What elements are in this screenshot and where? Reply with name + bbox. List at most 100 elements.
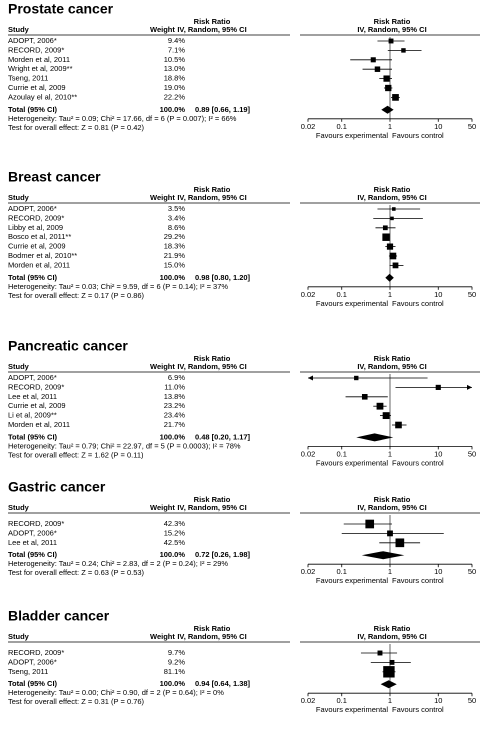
study-weight: 42.5% — [164, 538, 186, 547]
header: Risk Ratio — [374, 495, 411, 504]
panel-title: Pancreatic cancer — [8, 338, 128, 354]
heterogeneity: Heterogeneity: Tau² = 0.09; Chi² = 17.66… — [8, 114, 237, 123]
header: Study — [8, 362, 30, 371]
header: IV, Random, 95% CI — [177, 25, 246, 34]
study-estimate — [383, 666, 395, 678]
study-name: Li et al, 2009** — [8, 411, 57, 420]
panel-title: Bladder cancer — [8, 608, 110, 624]
study-estimate — [435, 384, 441, 390]
study-weight: 3.5% — [168, 204, 185, 213]
study-name: RECORD, 2009* — [8, 382, 64, 391]
study-name: Morden et al, 2011 — [8, 420, 70, 429]
study-estimate — [376, 402, 384, 410]
total-weight: 100.0% — [160, 105, 186, 114]
study-estimate — [390, 216, 394, 221]
plot-area — [373, 207, 423, 282]
total-estimate: 0.98 [0.80, 1.20] — [195, 273, 251, 282]
study-name: ADOPT, 2006* — [8, 36, 57, 45]
header: Weight — [150, 632, 175, 641]
header: Study — [8, 632, 30, 641]
x-tick-label: 50 — [468, 122, 476, 131]
study-estimate — [385, 84, 392, 92]
header: Weight — [150, 503, 175, 512]
total-estimate: 0.89 [0.66, 1.19] — [195, 105, 251, 114]
header: Risk Ratio — [374, 17, 411, 26]
study-estimate — [392, 207, 396, 211]
header: IV, Random, 95% CI — [177, 632, 246, 641]
study-estimate — [382, 412, 390, 420]
study-estimate — [382, 233, 390, 241]
header: Risk Ratio — [194, 495, 231, 504]
header: Risk Ratio — [194, 624, 231, 633]
study-name: Bosco et al, 2011** — [8, 232, 71, 241]
total-weight: 100.0% — [160, 273, 186, 282]
x-tick-label: 0.1 — [337, 122, 347, 131]
x-tick-label: 10 — [434, 122, 442, 131]
study-estimate — [388, 38, 394, 44]
study-weight: 19.0% — [164, 83, 186, 92]
header: IV, Random, 95% CI — [357, 193, 426, 202]
x-tick-label: 50 — [468, 567, 476, 576]
header: Risk Ratio — [194, 354, 231, 363]
x-tick-label: 50 — [468, 449, 476, 458]
x-tick-label: 0.02 — [301, 567, 316, 576]
overall-effect: Test for overall effect: Z = 0.81 (P = 0… — [8, 123, 145, 132]
favours-right: Favours control — [392, 458, 444, 467]
total-diamond — [361, 551, 405, 560]
x-tick-label: 0.1 — [337, 696, 347, 705]
study-weight: 21.7% — [164, 420, 186, 429]
study-weight: 13.0% — [164, 64, 186, 73]
study-weight: 22.2% — [164, 92, 186, 101]
study-weight: 81.1% — [164, 667, 186, 676]
study-weight: 23.2% — [164, 401, 186, 410]
header: Risk Ratio — [194, 17, 231, 26]
study-weight: 9.2% — [168, 657, 185, 666]
study-name: Morden et al, 2011 — [8, 55, 70, 64]
x-tick-label: 10 — [434, 449, 442, 458]
plot-area — [341, 519, 444, 560]
study-name: Lee et al, 2011 — [8, 538, 57, 547]
header: IV, Random, 95% CI — [357, 632, 426, 641]
study-name: Wright et al, 2009** — [8, 64, 73, 73]
x-tick-label: 50 — [468, 696, 476, 705]
panel-title: Prostate cancer — [8, 1, 114, 17]
study-name: Bodmer et al, 2010** — [8, 251, 77, 260]
header: Study — [8, 25, 30, 34]
x-tick-label: 10 — [434, 567, 442, 576]
x-tick-label: 0.02 — [301, 696, 316, 705]
header: Risk Ratio — [374, 354, 411, 363]
study-estimate — [354, 375, 359, 381]
overall-effect: Test for overall effect: Z = 0.17 (P = 0… — [8, 291, 145, 300]
header: Risk Ratio — [194, 185, 231, 194]
study-estimate — [365, 519, 375, 529]
header: IV, Random, 95% CI — [357, 503, 426, 512]
total-estimate: 0.48 [0.20, 1.17] — [195, 432, 251, 441]
study-estimate — [370, 57, 376, 63]
overall-effect: Test for overall effect: Z = 0.63 (P = 0… — [8, 568, 145, 577]
header: Weight — [150, 25, 175, 34]
study-estimate — [361, 394, 368, 400]
heterogeneity: Heterogeneity: Tau² = 0.79; Chi² = 22.97… — [8, 441, 241, 450]
favours-left: Favours experimental — [316, 299, 388, 308]
study-name: ADOPT, 2006* — [8, 204, 57, 213]
study-weight: 3.4% — [168, 213, 185, 222]
favours-right: Favours control — [392, 131, 444, 140]
header: IV, Random, 95% CI — [177, 362, 246, 371]
study-estimate — [389, 252, 397, 260]
study-weight: 21.9% — [164, 251, 186, 260]
total-diamond — [380, 680, 397, 689]
panel-title: Gastric cancer — [8, 479, 106, 495]
study-name: Tseng, 2011 — [8, 667, 48, 676]
total-estimate: 0.72 [0.26, 1.98] — [195, 550, 251, 559]
x-tick-label: 0.02 — [301, 290, 316, 299]
total-name: Total (95% CI) — [8, 273, 58, 282]
total-weight: 100.0% — [160, 432, 186, 441]
study-weight: 6.9% — [168, 373, 185, 382]
study-weight: 18.3% — [164, 242, 186, 251]
x-tick-label: 0.02 — [301, 122, 316, 131]
total-diamond — [356, 433, 394, 442]
x-tick-label: 0.1 — [337, 567, 347, 576]
study-estimate — [382, 225, 388, 231]
study-weight: 42.3% — [164, 519, 186, 528]
favours-left: Favours experimental — [316, 576, 388, 585]
